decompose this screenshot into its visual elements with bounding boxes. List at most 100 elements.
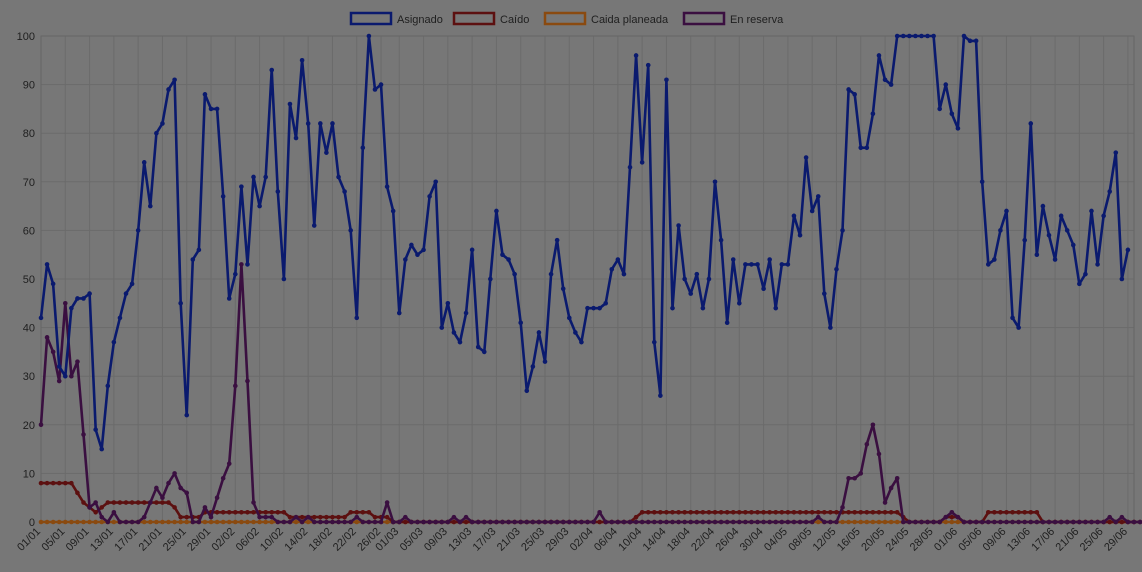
data-point [81, 519, 86, 525]
data-point [281, 519, 287, 525]
data-point [664, 77, 669, 83]
data-point [870, 111, 876, 117]
legend-label: Caído [500, 14, 529, 26]
legend[interactable]: Asignado Caído Caida planeada En reserva [349, 11, 784, 26]
data-point [245, 262, 250, 267]
data-point [597, 509, 602, 515]
data-point [554, 519, 560, 525]
data-point [670, 305, 675, 311]
data-point [633, 53, 639, 58]
data-point [1010, 519, 1015, 525]
data-point [888, 485, 894, 491]
data-point [226, 461, 232, 466]
data-point [785, 262, 791, 267]
legend-item[interactable]: Asignado [349, 11, 443, 26]
data-point [530, 519, 536, 525]
data-point [451, 330, 457, 335]
data-point [822, 519, 827, 525]
data-point [815, 519, 821, 525]
data-point [166, 87, 171, 92]
data-point [56, 480, 62, 486]
data-point [998, 228, 1003, 233]
series-3 [38, 262, 1142, 525]
data-point [773, 509, 779, 515]
data-point [925, 33, 930, 39]
data-point [1046, 232, 1052, 238]
data-point [44, 335, 50, 340]
data-point [688, 509, 694, 515]
data-point [882, 519, 888, 525]
data-point [773, 519, 779, 525]
legend-label: Caida planeada [591, 14, 669, 26]
data-point [233, 271, 238, 277]
data-point [135, 228, 141, 233]
data-point [658, 393, 663, 398]
data-point [755, 509, 760, 515]
data-point [123, 500, 129, 505]
data-point [220, 519, 226, 525]
data-point [682, 276, 687, 282]
data-point [949, 514, 955, 520]
data-point [178, 485, 183, 491]
data-point [992, 509, 997, 515]
legend-item[interactable]: Caído [452, 11, 529, 26]
data-point [712, 519, 718, 525]
data-point [293, 514, 299, 520]
data-point [293, 135, 299, 141]
data-point [1119, 276, 1125, 282]
data-point [651, 339, 657, 345]
data-point [269, 509, 275, 515]
data-point [481, 519, 487, 525]
data-point [263, 519, 268, 525]
data-point [433, 179, 438, 185]
data-point [913, 33, 918, 39]
data-point [785, 519, 791, 525]
data-point [184, 412, 190, 418]
data-point [645, 62, 651, 68]
data-point [834, 519, 839, 525]
data-point [81, 296, 86, 301]
data-point [324, 514, 329, 520]
legend-item[interactable]: Caida planeada [543, 11, 669, 26]
data-point [439, 519, 445, 525]
data-point [566, 315, 572, 321]
y-tick-label: 40 [23, 323, 35, 335]
data-point [62, 373, 68, 379]
legend-swatch [349, 11, 393, 26]
data-point [263, 514, 268, 520]
data-point [670, 509, 675, 515]
data-point [1016, 509, 1021, 515]
data-point [475, 344, 481, 350]
data-point [50, 349, 56, 355]
data-point [1058, 519, 1064, 525]
data-point [621, 271, 627, 277]
data-point [992, 257, 997, 262]
data-point [336, 174, 341, 180]
data-point [494, 208, 499, 214]
data-point [712, 509, 718, 515]
data-point [208, 106, 214, 112]
data-point [554, 237, 560, 243]
data-point [178, 301, 183, 306]
data-point [299, 514, 305, 520]
data-point [1113, 519, 1119, 525]
data-point [190, 519, 196, 525]
data-point [979, 179, 985, 185]
data-point [214, 495, 220, 501]
data-point [226, 519, 232, 525]
grid [40, 35, 1135, 523]
data-point [658, 509, 663, 515]
data-point [178, 519, 183, 525]
data-point [919, 519, 924, 525]
data-point [985, 519, 991, 525]
data-point [1040, 519, 1046, 525]
data-point [609, 266, 615, 272]
data-point [500, 519, 505, 525]
data-point [645, 519, 651, 525]
data-point [743, 262, 748, 267]
data-point [56, 519, 62, 525]
legend-item[interactable]: En reserva [682, 11, 784, 26]
data-point [1028, 519, 1034, 525]
data-point [694, 519, 700, 525]
data-point [172, 505, 177, 510]
